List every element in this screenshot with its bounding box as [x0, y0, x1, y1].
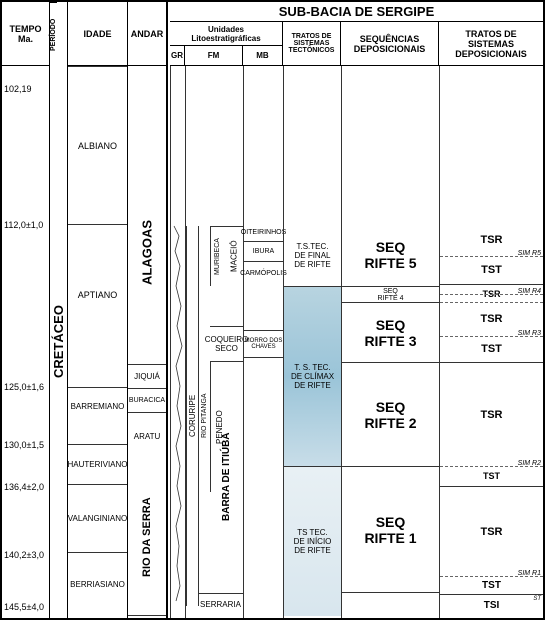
andar-buracica: BURACICA	[128, 388, 166, 412]
trato-inicio: TS TEC. DE INÍCIO DE RIFTE	[284, 466, 341, 616]
hdr-fm: FM	[185, 46, 243, 66]
idade-barremiano: BARREMIANO	[68, 387, 127, 425]
gr-track	[170, 66, 185, 618]
st-label: ST	[533, 596, 541, 602]
hdr-unidades: Unidades Litoestratigráficas	[170, 22, 283, 46]
mb-carmo: CARMÓPOLIS	[244, 262, 283, 284]
age-2: 125,0±1,6	[4, 382, 44, 392]
andar-alagoas: ALAGOAS	[128, 142, 166, 364]
seq-r3: SEQ RIFTE 3	[342, 302, 439, 362]
fm-barra: BARRA DE ITIÚBA	[210, 362, 243, 592]
idade-berr: BERRIASIANO	[68, 552, 127, 616]
hdr-mb: MB	[243, 46, 283, 66]
col-idade: IDADE ALBIANO APTIANO BARREMIANO HAUTERI…	[68, 2, 128, 618]
seq-r1: SEQ RIFTE 1	[342, 466, 439, 592]
col-andar: ANDAR ALAGOAS JIQUIÁ BURACICA ARATU RIO …	[128, 2, 168, 618]
andar-aratu: ARATU	[128, 412, 166, 460]
chart-container: TEMPO Ma. 102,19 112,0±1,0 125,0±1,6 130…	[0, 0, 545, 620]
td-tst4: TST	[440, 576, 543, 594]
hdr-tratos: TRATOS DE SISTEMAS TECTÔNICOS	[283, 22, 341, 66]
td-tsi: TSI	[440, 594, 543, 616]
age-5: 140,2±3,0	[4, 550, 44, 560]
tratos-track: T.S.TEC. DE FINAL DE RIFTE T. S. TEC. DE…	[283, 66, 341, 618]
tratosd-track: TSR SIM R5 TST TSR SIM R4 TSR SIM R3 TST…	[439, 66, 543, 618]
fm-muribeca: MURIBECA	[210, 226, 224, 286]
idade-aptiano: APTIANO	[68, 224, 127, 364]
trato-final: T.S.TEC. DE FINAL DE RIFTE	[284, 224, 341, 286]
hdr-seq: SEQUÊNCIAS DEPOSICIONAIS	[341, 22, 439, 66]
age-6: 145,5±4,0	[4, 602, 44, 612]
idade-haut: HAUTERIVIANO	[68, 444, 127, 484]
age-4: 136,4±2,0	[4, 482, 44, 492]
mb-track: OITEIRINHOS IBURA CARMÓPOLIS MORRO DOS C…	[243, 66, 283, 618]
col-periodo: PERÍODO CRETÁCEO	[50, 2, 68, 618]
mb-ibura: IBURA	[244, 242, 283, 262]
seq-r2: SEQ RIFTE 2	[342, 362, 439, 466]
fm-coqueiro: COQUEIRO SECO	[210, 326, 243, 362]
fm-serraria: SERRARIA	[198, 593, 243, 615]
andar-rioserra: RIO DA SERRA	[128, 460, 166, 616]
age-3: 130,0±1,5	[4, 440, 44, 450]
fm-track: CORURIPE RIO PITANGA MURIBECA MACEIÓ COQ…	[185, 66, 243, 618]
hdr-tempo: TEMPO Ma.	[2, 2, 49, 66]
idade-valang: VALANGINIANO	[68, 484, 127, 552]
andar-jiquia: JIQUIÁ	[128, 364, 166, 388]
periodo-val: CRETÁCEO	[50, 66, 67, 618]
td-tst1: TST	[440, 256, 543, 284]
mb-morro: MORRO DOS CHAVES	[244, 330, 283, 358]
sim-r4: SIM R4	[518, 288, 541, 295]
hdr-tratosd: TRATOS DE SISTEMAS DEPOSICIONAIS	[439, 22, 543, 66]
fm-riopitanga: RIO PITANGA	[198, 226, 210, 606]
col-tempo: TEMPO Ma. 102,19 112,0±1,0 125,0±1,6 130…	[2, 2, 50, 618]
seq-r4: SEQ RIFTE 4	[342, 286, 439, 302]
hdr-idade: IDADE	[68, 2, 127, 66]
td-tst3: TST	[440, 466, 543, 486]
hdr-periodo: PERÍODO	[50, 2, 57, 66]
trato-climax: T. S. TEC. DE CLÍMAX DE RIFTE	[284, 286, 341, 466]
gr-log-icon	[171, 66, 186, 618]
mb-oit: OITEIRINHOS	[244, 224, 283, 242]
td-tsr5: TSR	[440, 486, 543, 576]
title: SUB-BACIA DE SERGIPE	[170, 2, 543, 22]
age-0: 102,19	[4, 84, 32, 94]
idade-albiano: ALBIANO	[68, 66, 127, 224]
hdr-andar: ANDAR	[128, 2, 166, 66]
fm-coruripe: CORURIPE	[186, 226, 198, 606]
td-tst2: TST	[440, 336, 543, 362]
age-1: 112,0±1,0	[4, 220, 43, 230]
seq-track: SEQ RIFTE 5 SEQ RIFTE 4 SEQ RIFTE 3 SEQ …	[341, 66, 439, 618]
seq-r5: SEQ RIFTE 5	[342, 224, 439, 286]
hdr-gr: GR	[170, 46, 185, 66]
td-tsr4: TSR	[440, 362, 543, 466]
